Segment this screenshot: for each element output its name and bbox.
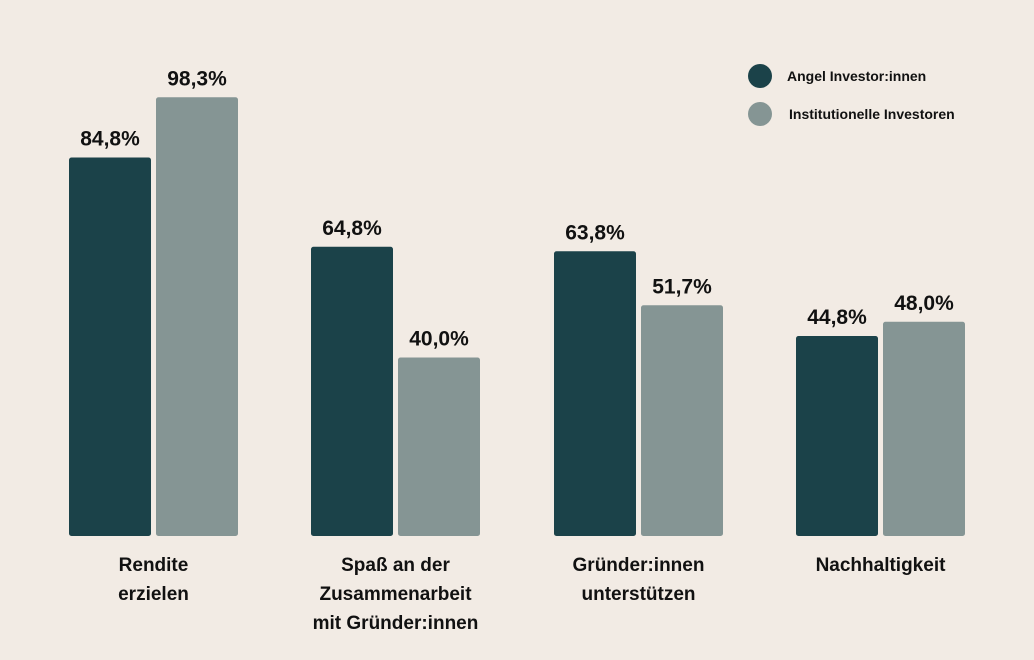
data-label-s0-c0: 84,8% <box>80 128 140 151</box>
bar-s1-c1 <box>398 357 480 536</box>
bar-s1-c2 <box>641 305 723 536</box>
bar-s1-c0 <box>156 97 238 536</box>
bar-s1-c3 <box>883 321 965 536</box>
data-label-s0-c2: 63,8% <box>565 221 625 244</box>
category-label-1-line-1: Zusammenarbeit <box>319 584 472 605</box>
data-label-s1-c3: 48,0% <box>894 292 954 315</box>
category-label-0-line-1: erzielen <box>118 584 189 605</box>
category-label-2-line-0: Gründer:innen <box>573 555 705 576</box>
category-label-1-line-2: mit Gründer:innen <box>313 613 479 634</box>
category-label-1-line-0: Spaß an der <box>341 555 450 576</box>
category-labels-group: Rendite erzielen Spaß an der Zusammenarbeit… <box>118 555 946 634</box>
data-label-s0-c3: 44,8% <box>807 306 867 329</box>
legend-label-1: Institutionelle Investoren <box>789 106 955 122</box>
bar-s0-c0 <box>69 157 151 536</box>
category-label-2-line-1: unterstützen <box>582 584 696 605</box>
category-label-0-line-0: Rendite <box>119 555 189 576</box>
category-label-3-line-0: Nachhaltigkeit <box>816 555 947 576</box>
data-label-s0-c1: 64,8% <box>322 217 382 240</box>
data-label-s1-c0: 98,3% <box>167 67 227 90</box>
bar-s0-c2 <box>554 251 636 536</box>
data-label-s1-c2: 51,7% <box>652 275 712 298</box>
bars-group <box>69 97 965 536</box>
bar-s0-c1 <box>311 246 393 536</box>
legend-label-0: Angel Investor:innen <box>787 68 926 84</box>
data-label-s1-c1: 40,0% <box>409 327 469 350</box>
legend: Angel Investor:innen Institutionelle Inve… <box>748 64 955 126</box>
bar-s0-c3 <box>796 336 878 536</box>
legend-swatch-1 <box>748 102 772 126</box>
value-labels-group: 84,8% 98,3% 64,8% 40,0% 63,8% 51,7% 44,8% 48,0% <box>80 67 954 350</box>
legend-swatch-0 <box>748 64 772 88</box>
